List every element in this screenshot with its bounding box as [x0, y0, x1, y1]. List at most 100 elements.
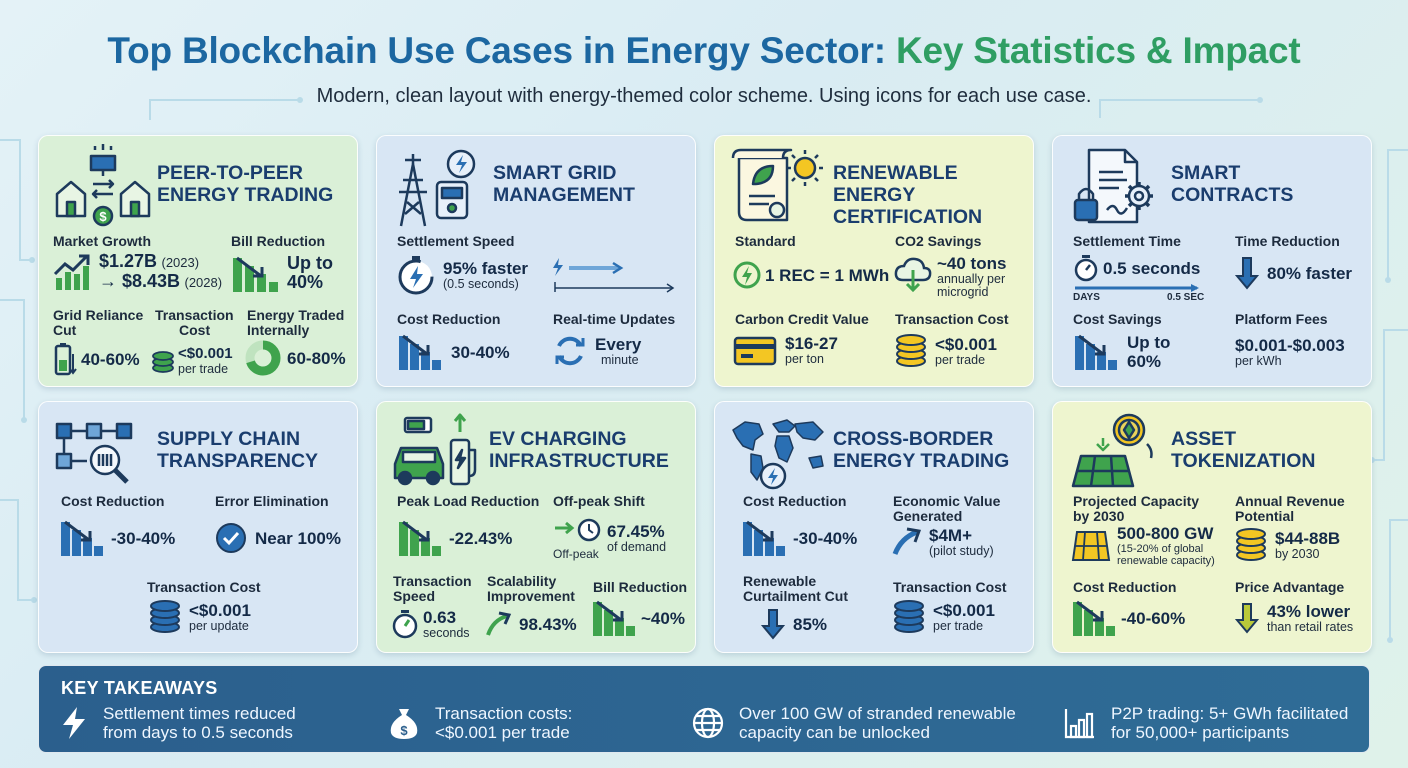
- stopwatch-icon: [392, 610, 418, 639]
- cost-reduction-value: -30-40%: [793, 528, 858, 548]
- card-title: Renewable Energy Certification: [833, 162, 983, 228]
- contract-lock-gear-icon: [1073, 148, 1153, 224]
- solar-token-icon: [1071, 413, 1153, 488]
- transaction-speed-value: 0.63: [423, 608, 457, 627]
- stat-label: Energy Traded: [247, 307, 345, 323]
- stat-label: Peak Load Reduction: [397, 493, 540, 509]
- settlement-speed-detail: (0.5 seconds): [443, 277, 519, 291]
- price-advantage-value: 43% lower: [1267, 602, 1351, 621]
- coin-stack-icon: [150, 600, 180, 633]
- stat-label: Transaction Cost: [895, 311, 1009, 327]
- transaction-speed-unit: seconds: [423, 626, 470, 640]
- renewable-bolt-icon: [733, 261, 761, 289]
- coin-stack-icon: [152, 351, 174, 373]
- stat-label: Cost Reduction: [397, 311, 501, 327]
- card-title: Supply Chain Transparency: [157, 428, 319, 472]
- declining-bar-icon: [1075, 334, 1117, 370]
- stat-cost-reduction: Cost Reduction: [61, 494, 164, 509]
- stat-label: Error Elimination: [215, 493, 329, 509]
- offpeak-value: 67.45%: [607, 522, 665, 541]
- co2-unit-line2: microgrid: [937, 285, 989, 299]
- card-title: Smart Grid Management: [493, 162, 635, 206]
- transaction-cost-unit: per trade: [178, 362, 229, 376]
- takeaway-line2: for 50,000+ participants: [1111, 723, 1290, 742]
- declining-bar-icon: [233, 256, 278, 292]
- stat-label: Projected Capacity: [1073, 493, 1200, 509]
- stat-co2-savings: CO2 Savings: [895, 234, 981, 249]
- stat-label: CO2 Savings: [895, 233, 982, 249]
- arrow-down-icon: [1235, 257, 1259, 290]
- takeaway-line1: Transaction costs:: [435, 704, 573, 723]
- certificate-sun-icon: [731, 148, 823, 222]
- card-smart-contracts: Smart Contracts Settlement Time 0.5 seco…: [1052, 135, 1372, 387]
- stopwatch-lightning-icon: [398, 256, 434, 295]
- stat-label: Market Growth: [53, 233, 152, 249]
- stat-time-reduction: Time Reduction: [1235, 234, 1340, 249]
- card-title: Asset Tokenization: [1171, 428, 1316, 472]
- transaction-cost-unit: per update: [189, 619, 249, 633]
- key-takeaways-banner: KEY TAKEAWAYS Settlement times reduced fr…: [38, 665, 1370, 753]
- card-supply-chain: Supply Chain Transparency Cost Reduction…: [38, 401, 358, 653]
- transaction-cost-value: <$0.001: [935, 335, 997, 354]
- battery-icon: [54, 343, 77, 376]
- stat-transaction-cost: Transaction Cost: [893, 580, 1007, 595]
- cost-reduction-value: -40-60%: [1121, 608, 1186, 628]
- stat-cost-reduction: Cost Reduction: [1073, 580, 1176, 595]
- takeaway-line1: Settlement times reduced: [103, 704, 296, 723]
- stat-transaction-speed: Transaction Speed: [393, 574, 472, 604]
- carbon-credit-value: $16-27: [785, 334, 838, 353]
- declining-bar-icon: [399, 334, 441, 370]
- grid-reliance-value: 40-60%: [81, 349, 140, 369]
- stat-cost-reduction: Cost Reduction: [743, 494, 846, 509]
- transaction-cost-unit: per trade: [933, 619, 984, 633]
- price-advantage-note: than retail rates: [1267, 620, 1354, 634]
- capacity-value: 500-800 GW: [1117, 524, 1214, 543]
- cost-savings-prefix: Up to: [1127, 333, 1171, 352]
- refresh-icon: [555, 336, 585, 366]
- stat-market-growth: Market Growth: [53, 234, 151, 249]
- card-renewable-certification: Renewable Energy Certification Standard …: [714, 135, 1034, 387]
- card-title: Smart Contracts: [1171, 162, 1294, 206]
- realtime-unit: minute: [601, 353, 639, 367]
- power-tower-meter-icon: [399, 149, 476, 227]
- page-title: Top Blockchain Use Cases in Energy Secto…: [0, 30, 1408, 72]
- declining-bar-icon: [1073, 600, 1115, 636]
- cost-reduction-value: 30-40%: [451, 342, 510, 362]
- ev-charger-icon: [393, 413, 477, 486]
- stat-economic-value: Economic Value Generated: [893, 494, 1000, 524]
- transaction-cost-value: <$0.001: [178, 345, 233, 362]
- stat-label-line2: Improvement: [487, 588, 575, 604]
- stat-peak-load: Peak Load Reduction: [397, 494, 539, 509]
- energy-traded-value: 60-80%: [287, 348, 346, 368]
- credit-card-icon: [733, 336, 777, 366]
- arrow-down-icon: [1235, 603, 1259, 634]
- economic-value-note: (pilot study): [929, 544, 994, 558]
- svg-text:$: $: [99, 209, 107, 224]
- capacity-note-line2: renewable capacity): [1117, 555, 1215, 567]
- stat-label: Scalability: [487, 573, 557, 589]
- stat-label: Cost Reduction: [61, 493, 165, 509]
- timeline-start-label: DAYS: [1073, 292, 1100, 303]
- capacity-note: (15-20% of global: [1117, 543, 1204, 555]
- stat-carbon-credit: Carbon Credit Value: [735, 312, 869, 327]
- stat-label: Transaction: [155, 307, 234, 323]
- page-subtitle: Modern, clean layout with energy-themed …: [316, 85, 1092, 107]
- stat-label: Transaction: [393, 573, 472, 589]
- house-trading-icon: $: [55, 144, 151, 227]
- arrow-down-icon: [761, 609, 785, 640]
- stat-platform-fees: Platform Fees: [1235, 312, 1328, 327]
- stat-transaction-cost: Transaction Cost: [895, 312, 1009, 327]
- stat-settlement-speed: Settlement Speed: [397, 234, 514, 249]
- arrow-up-right-icon: [486, 611, 512, 636]
- takeaway-item: P2P trading: 5+ GWh facilitated for 50,00…: [1063, 704, 1348, 742]
- offpeak-unit: of demand: [607, 540, 667, 554]
- flowchart-magnifier-icon: [55, 422, 133, 484]
- card-cross-border: Cross-Border Energy Trading Cost Reducti…: [714, 401, 1034, 653]
- solar-panel-icon: [1071, 531, 1111, 561]
- takeaway-line2: from days to 0.5 seconds: [103, 723, 293, 742]
- time-reduction-value: 80% faster: [1267, 263, 1353, 283]
- co2-value: ~40 tons: [937, 254, 1007, 273]
- peak-load-value: -22.43%: [449, 528, 513, 548]
- card-asset-tokenization: Asset Tokenization Projected Capacity by…: [1052, 401, 1372, 653]
